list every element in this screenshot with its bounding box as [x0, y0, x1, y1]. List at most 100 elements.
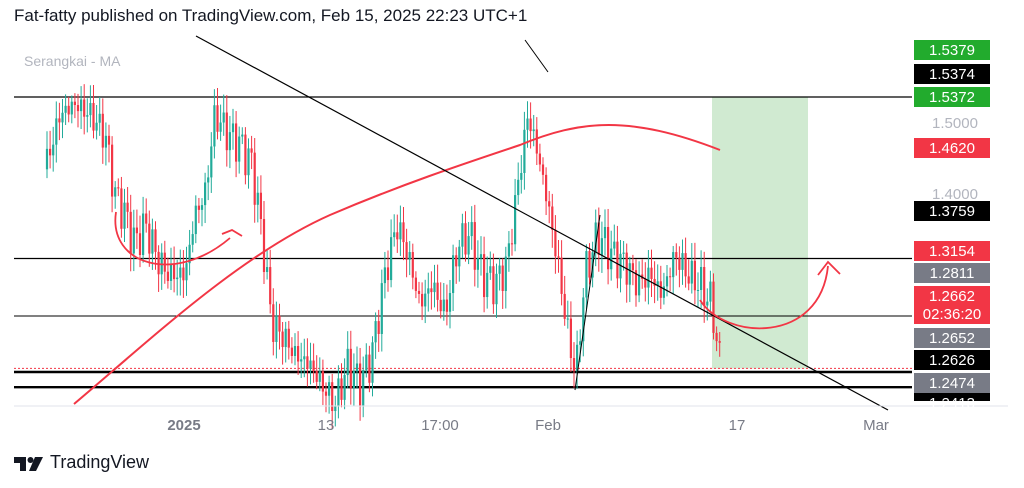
- candle-body: [672, 252, 675, 278]
- price-badge-label: 1.5372: [929, 89, 975, 106]
- candle-body: [430, 288, 433, 293]
- candle-body: [117, 187, 120, 189]
- footer-brand: TradingView: [50, 452, 150, 472]
- candle-body: [45, 148, 49, 170]
- candle-body: [138, 233, 142, 255]
- candle-body: [52, 144, 55, 156]
- candle-body: [95, 122, 98, 131]
- candle-body: [386, 267, 390, 281]
- candle-body: [560, 257, 563, 294]
- candle-body: [89, 103, 92, 116]
- price-badge-label: 1.3154: [929, 243, 975, 260]
- candle-body: [272, 304, 275, 342]
- candle-body: [197, 205, 200, 210]
- candle-body: [241, 134, 244, 137]
- candle-body: [402, 222, 405, 243]
- candle-body: [64, 105, 67, 113]
- candle-body: [145, 213, 148, 224]
- candle-body: [709, 281, 712, 302]
- candle-body: [362, 370, 365, 406]
- candle-body: [185, 263, 188, 281]
- candle-body: [548, 201, 551, 207]
- candle-body: [275, 315, 278, 342]
- candle-body: [380, 283, 383, 334]
- candle-body: [510, 243, 514, 245]
- candle-body: [433, 282, 436, 293]
- candle-body: [343, 375, 346, 400]
- price-badge-label: 1.5374: [929, 66, 975, 83]
- candle-body: [616, 241, 619, 279]
- candle-body: [541, 164, 545, 175]
- x-tick-label: 17:00: [421, 417, 459, 434]
- candle-body: [495, 273, 498, 305]
- candle-body: [148, 223, 151, 254]
- candle-body: [442, 299, 445, 312]
- candle-body: [408, 252, 411, 260]
- candle-body: [569, 318, 572, 359]
- candle-body: [644, 278, 647, 288]
- moving-average-line: [73, 124, 721, 405]
- candle-body: [579, 341, 582, 345]
- candle-body: [334, 406, 337, 412]
- candle-body: [504, 256, 507, 291]
- candle-body: [597, 222, 600, 255]
- candle-body: [712, 281, 715, 333]
- price-badge: [914, 393, 990, 401]
- price-badge: [914, 286, 990, 306]
- candle-body: [135, 227, 138, 234]
- candle-body: [619, 253, 622, 279]
- price-badge-label: 1.2474: [929, 375, 975, 392]
- candle-body: [340, 378, 343, 400]
- candle-body: [650, 267, 653, 279]
- candle-body: [507, 243, 510, 257]
- candle-body: [634, 270, 638, 296]
- candle-body: [80, 99, 83, 112]
- x-tick-label: 2025: [167, 417, 200, 434]
- candle-body: [204, 182, 207, 206]
- candle-body: [231, 123, 235, 133]
- candle-body: [631, 263, 634, 271]
- candle-body: [566, 318, 569, 320]
- candle-body: [324, 391, 328, 396]
- candle-body: [628, 263, 631, 285]
- candle-body: [169, 263, 173, 281]
- candle-body: [687, 276, 690, 284]
- candle-body: [278, 315, 281, 332]
- candle-body: [665, 276, 669, 287]
- candle-body: [532, 129, 535, 132]
- candle-body: [253, 152, 256, 205]
- candle-body: [216, 105, 219, 132]
- candle-body: [160, 252, 163, 275]
- candle-body: [222, 112, 225, 123]
- candle-body: [126, 202, 129, 212]
- candle-body: [123, 202, 126, 229]
- candle-body: [207, 177, 210, 183]
- candle-body: [318, 371, 321, 382]
- candle-body: [396, 232, 399, 240]
- candle-body: [703, 267, 706, 306]
- candle-body: [269, 267, 272, 305]
- candle-body: [129, 211, 132, 254]
- candle-body: [576, 344, 579, 371]
- price-badge: [914, 138, 990, 158]
- candle-body: [585, 251, 588, 298]
- candle-body: [352, 371, 355, 389]
- price-badge: [914, 328, 990, 348]
- candle-body: [49, 148, 52, 156]
- candle-body: [70, 101, 73, 115]
- candle-body: [473, 222, 476, 270]
- candle-body: [293, 346, 297, 356]
- candle-body: [470, 222, 473, 237]
- swing-line: [524, 39, 549, 73]
- candle-body: [557, 256, 560, 258]
- candle-body: [486, 272, 489, 298]
- candle-body: [675, 252, 678, 258]
- candle-body: [191, 234, 194, 245]
- candle-body: [600, 238, 603, 255]
- candle-body: [610, 248, 613, 270]
- candle-body: [287, 328, 290, 348]
- candle-body: [414, 277, 417, 291]
- candle-body: [210, 146, 213, 178]
- candle-body: [188, 244, 191, 264]
